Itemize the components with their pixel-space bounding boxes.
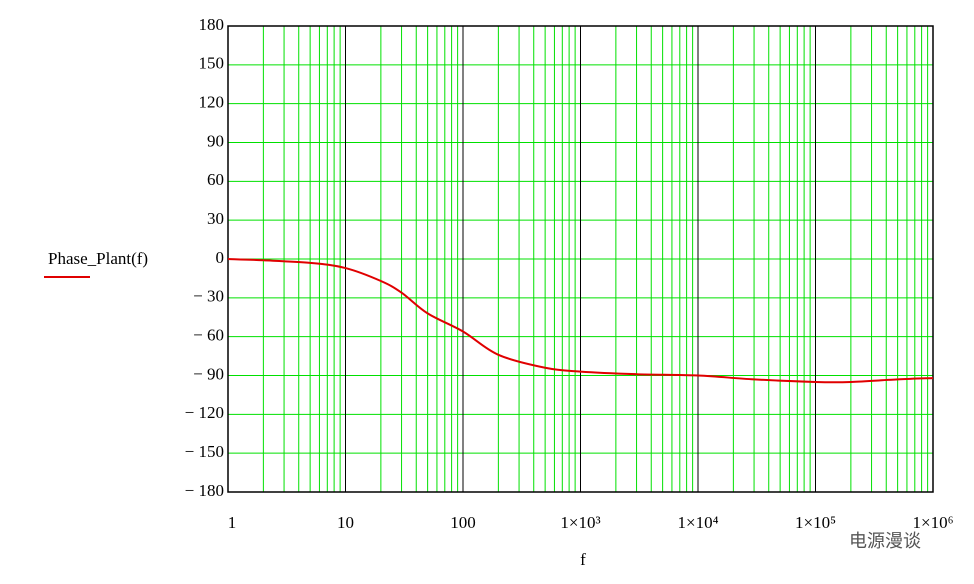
y-tick-label: 120 [199,93,225,112]
y-tick-label: 0 [216,248,225,267]
x-axis-label: f [580,550,586,569]
y-tick-label: 150 [199,54,225,73]
y-tick-label: − 30 [193,287,224,306]
legend-label: Phase_Plant(f) [48,249,148,268]
x-tick-label: 10 [337,513,354,532]
y-tick-label: − 180 [185,481,224,500]
x-tick-label: 1 [228,513,237,532]
y-tick-label: 30 [207,209,224,228]
x-tick-label: 1×10³ [560,513,600,532]
watermark: 电源漫谈 [849,531,921,552]
x-tick-label: 100 [450,513,476,532]
x-tick-label: 1×10⁵ [795,513,836,532]
y-tick-label: 180 [199,15,225,34]
x-tick-label: 1×10⁶ [912,513,953,532]
y-tick-label: 60 [207,170,224,189]
y-tick-label: − 60 [193,326,224,345]
x-tick-label: 1×10⁴ [677,513,718,532]
phase-curve [227,258,934,384]
y-tick-label: − 120 [185,403,224,422]
y-tick-label: − 90 [193,364,224,383]
y-tick-label: 90 [207,131,224,150]
y-tick-label: − 150 [185,442,224,461]
